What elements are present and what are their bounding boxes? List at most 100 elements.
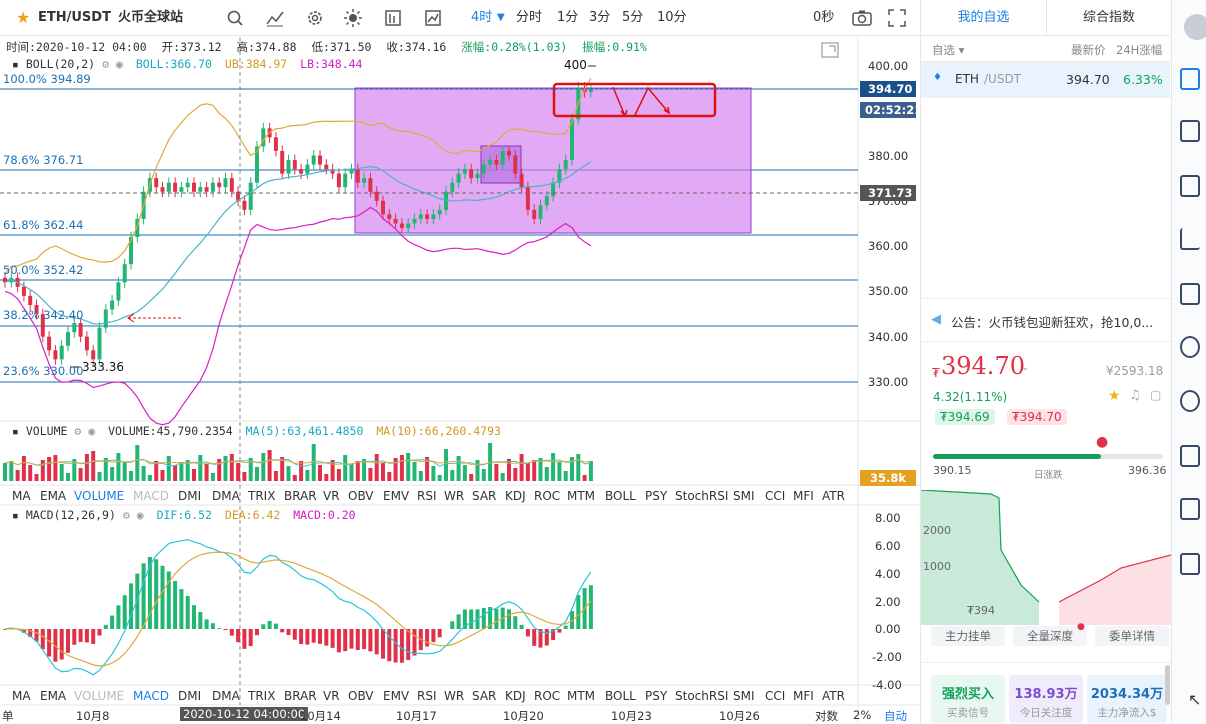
volume-settings-icon[interactable]: ⚙ — [74, 424, 81, 438]
indicator-tab-brar[interactable]: BRAR — [284, 489, 317, 503]
indicator-tab-rsi[interactable]: RSI — [417, 689, 437, 703]
sub-tab-main-orders[interactable]: 主力挂单 — [931, 626, 1005, 646]
indicator-tab-dmi[interactable]: DMI — [178, 689, 201, 703]
notice-bar[interactable]: ◀ 公告：火币钱包迎新狂欢，抢10,0... — [921, 298, 1171, 342]
sub-tab-full-depth[interactable]: 全量深度 — [1013, 626, 1087, 646]
stat-inflow[interactable]: 2034.34万 主力净流入$ — [1087, 675, 1167, 723]
boll-eye-icon[interactable]: ◉ — [116, 57, 123, 71]
indicator-tab-macd[interactable]: MACD — [133, 489, 169, 503]
indicator-tab-stochrsi[interactable]: StochRSI — [675, 689, 728, 703]
chart-svg[interactable]: 400.00 380.00 370.00 360.00 350.00 340.0… — [0, 37, 920, 723]
indicator-tab-roc[interactable]: ROC — [534, 489, 560, 503]
indicator-tab-brar[interactable]: BRAR — [284, 689, 317, 703]
indicator-tab-dma[interactable]: DMA — [212, 689, 240, 703]
indicator-tab-kdj[interactable]: KDJ — [505, 489, 526, 503]
stat-attention[interactable]: 138.93万 今日关注度 — [1009, 675, 1083, 723]
picture-chart-icon[interactable] — [424, 9, 442, 27]
doc-icon[interactable]: ▢ — [1150, 388, 1161, 402]
indicator-tab-atr[interactable]: ATR — [822, 689, 845, 703]
watch-row-eth[interactable]: ♦ ETH /USDT 394.70 6.33% — [921, 62, 1170, 98]
rail-draw-icon[interactable] — [1180, 390, 1200, 412]
rail-pro-icon[interactable] — [1180, 553, 1200, 575]
indicator-tab-smi[interactable]: SMI — [733, 489, 755, 503]
indicator-tab-mfi[interactable]: MFI — [793, 489, 814, 503]
chart-area[interactable]: 400.00 380.00 370.00 360.00 350.00 340.0… — [0, 37, 920, 723]
indicator-tab-volume[interactable]: VOLUME — [74, 489, 124, 503]
search-icon[interactable] — [226, 9, 244, 27]
auto-scale-toggle[interactable]: 自动 — [884, 708, 907, 724]
indicator-tab-boll[interactable]: BOLL — [605, 689, 636, 703]
indicator-tab-ma[interactable]: MA — [12, 489, 31, 503]
volume-eye-icon[interactable]: ◉ — [88, 424, 95, 438]
indicator-tab-obv[interactable]: OBV — [348, 689, 374, 703]
expand-icon[interactable] — [822, 43, 838, 57]
indicator-tab-roc[interactable]: ROC — [534, 689, 560, 703]
indicator-tab-wr[interactable]: WR — [444, 689, 464, 703]
indicator-tab-smi[interactable]: SMI — [733, 689, 755, 703]
bid-price[interactable]: ₮394.69 — [935, 409, 995, 425]
indicator-tab-ema[interactable]: EMA — [40, 489, 66, 503]
rail-watchlist-icon[interactable] — [1180, 68, 1200, 90]
ask-price[interactable]: ₮394.70 — [1007, 409, 1067, 425]
interval-4h[interactable]: 4时 — [471, 0, 492, 36]
rail-cursor-icon[interactable]: ↖ — [1188, 690, 1201, 709]
indicator-tab-wr[interactable]: WR — [444, 489, 464, 503]
log-scale-toggle[interactable]: 对数 — [815, 708, 838, 724]
volume-name[interactable]: VOLUME — [26, 424, 68, 438]
favorite-star-icon[interactable]: ★ — [16, 0, 30, 36]
indicator-tab-psy[interactable]: PSY — [645, 489, 667, 503]
theme-sun-icon[interactable] — [344, 9, 362, 27]
interval-dropdown-icon[interactable]: ▼ — [497, 0, 505, 36]
indicator-icon[interactable] — [266, 9, 284, 27]
rail-alarm-icon[interactable] — [1180, 336, 1200, 358]
star-icon[interactable]: ★ — [1108, 388, 1121, 404]
macd-name[interactable]: MACD(12,26,9) — [26, 508, 116, 522]
indicator-tab-trix[interactable]: TRIX — [248, 489, 275, 503]
sub-tab-order-detail[interactable]: 委单详情 — [1095, 626, 1169, 646]
macd-eye-icon[interactable]: ◉ — [137, 508, 144, 522]
bell-icon[interactable]: ♫ — [1129, 388, 1141, 403]
watch-header-col1[interactable]: 自选 ▾ — [932, 42, 964, 58]
rail-web-icon[interactable] — [1180, 498, 1200, 520]
pct-scale-toggle[interactable]: 2% — [853, 708, 871, 722]
indicator-tab-cci[interactable]: CCI — [765, 689, 785, 703]
stat-signal[interactable]: 强烈买入 买卖信号 — [931, 675, 1005, 723]
symbol-title[interactable]: ETH/USDT — [38, 0, 111, 36]
indicator-tab-vr[interactable]: VR — [323, 689, 340, 703]
rail-doc-icon[interactable] — [1180, 283, 1200, 305]
interval-5m[interactable]: 5分 — [622, 0, 643, 36]
boll-name[interactable]: BOLL(20,2) — [26, 57, 95, 71]
indicator-tab-emv[interactable]: EMV — [383, 689, 409, 703]
indicator-tab-sar[interactable]: SAR — [472, 689, 496, 703]
depth-chart[interactable]: 2000 1000 ₮394 — [921, 490, 1171, 625]
notice-text[interactable]: 公告：火币钱包迎新狂欢，抢10,0... — [951, 312, 1153, 331]
indicator-tab-boll[interactable]: BOLL — [605, 489, 636, 503]
indicator-tab-mfi[interactable]: MFI — [793, 689, 814, 703]
layout-icon[interactable] — [384, 9, 402, 27]
indicator-tab-sar[interactable]: SAR — [472, 489, 496, 503]
interval-10m[interactable]: 10分 — [657, 0, 687, 36]
indicator-tab-kdj[interactable]: KDJ — [505, 689, 526, 703]
interval-1m[interactable]: 1分 — [557, 0, 578, 36]
indicator-tab-mtm[interactable]: MTM — [567, 689, 595, 703]
indicator-tab-cci[interactable]: CCI — [765, 489, 785, 503]
indicator-tab-rsi[interactable]: RSI — [417, 489, 437, 503]
avatar[interactable] — [1184, 14, 1206, 40]
indicator-tab-ema[interactable]: EMA — [40, 689, 66, 703]
indicator-tab-atr[interactable]: ATR — [822, 489, 845, 503]
rail-chart-icon[interactable] — [1180, 120, 1200, 142]
indicator-tab-mtm[interactable]: MTM — [567, 489, 595, 503]
indicator-tab-ma[interactable]: MA — [12, 689, 31, 703]
tab-my-watchlist[interactable]: 我的自选 — [921, 0, 1046, 36]
indicator-tab-psy[interactable]: PSY — [645, 689, 667, 703]
interval-timeline[interactable]: 分时 — [516, 0, 542, 36]
indicator-tab-obv[interactable]: OBV — [348, 489, 374, 503]
fullscreen-icon[interactable] — [888, 9, 906, 27]
rail-list-icon[interactable] — [1180, 445, 1200, 467]
indicator-tab-dmi[interactable]: DMI — [178, 489, 201, 503]
interval-3m[interactable]: 3分 — [589, 0, 610, 36]
rail-bars-icon[interactable] — [1180, 228, 1200, 250]
indicator-tab-stochrsi[interactable]: StochRSI — [675, 489, 728, 503]
indicator-tab-vr[interactable]: VR — [323, 489, 340, 503]
tab-index[interactable]: 综合指数 — [1046, 0, 1171, 36]
